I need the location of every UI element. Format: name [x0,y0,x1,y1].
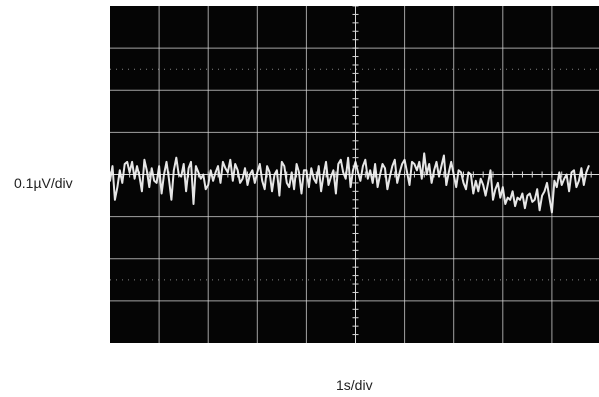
noise-trace [110,152,590,214]
x-axis-label: 1s/div [336,377,373,393]
y-axis-label: 0.1µV/div [14,175,73,191]
oscilloscope-screen [110,6,599,343]
oscilloscope-plot [110,6,599,343]
